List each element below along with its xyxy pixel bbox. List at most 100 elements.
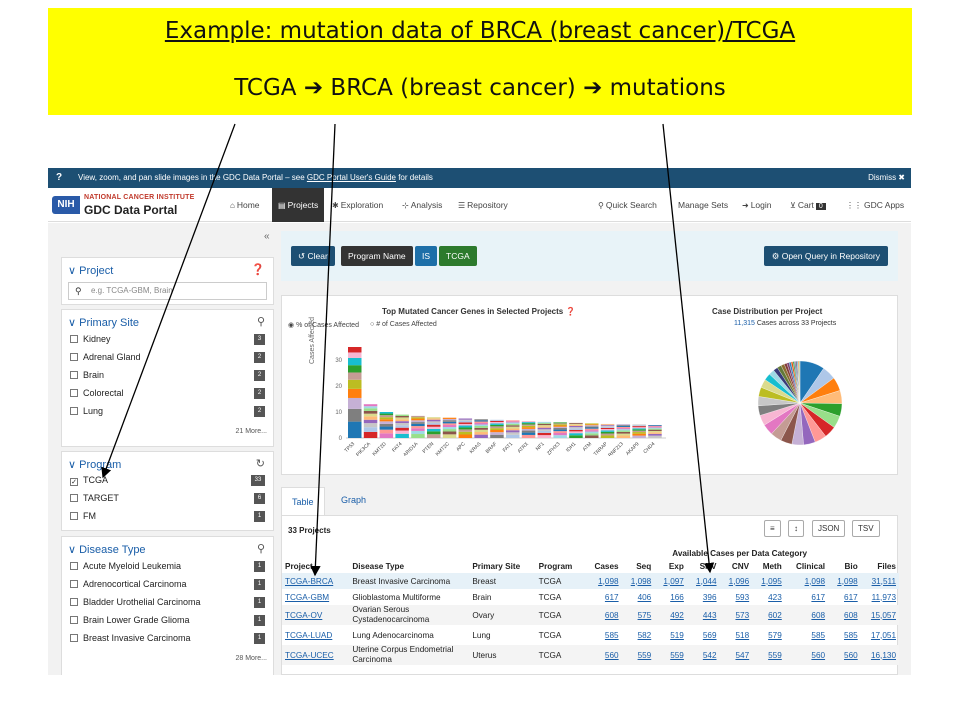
count-link[interactable]: 602 [768,610,782,620]
bar-segment[interactable] [379,433,394,438]
bar-segment[interactable] [395,417,409,420]
checkbox[interactable] [70,580,78,588]
bar-segment[interactable] [427,417,441,419]
bar-segment[interactable] [474,420,488,422]
bar-segment[interactable] [411,430,425,435]
col-header[interactable]: Meth [762,561,782,571]
count-link[interactable]: 575 [637,610,652,620]
bar-segment[interactable] [585,435,599,438]
facet-item-adrenocortical[interactable]: Adrenocortical Carcinoma [70,579,187,589]
bar-segment[interactable] [474,419,488,421]
bar-segment[interactable] [506,422,520,424]
tab-graph[interactable]: Graph [341,495,367,505]
count-link[interactable]: 16,130 [870,650,896,660]
bar-segment[interactable] [474,432,488,435]
facet-item-brain-lgg[interactable]: Brain Lower Grade Glioma [70,615,190,625]
bar-segment[interactable] [348,372,362,380]
bar-segment[interactable] [363,423,378,428]
bar-segment[interactable] [348,365,362,373]
bar-segment[interactable] [363,416,378,420]
bar-segment[interactable] [506,432,520,435]
bar-segment[interactable] [427,428,441,432]
bar-segment[interactable] [458,419,473,421]
bar-segment[interactable] [458,423,473,426]
checkbox[interactable] [70,335,78,343]
bar-segment[interactable] [521,428,536,431]
bar-segment[interactable] [506,428,520,431]
bar-segment[interactable] [348,347,362,353]
count-link[interactable]: 17,051 [870,630,896,640]
nav-repository[interactable]: ☰ Repository [458,200,508,210]
query-field-chip[interactable]: Program Name [341,246,413,266]
bar-segment[interactable] [363,431,378,438]
count-link[interactable]: 582 [637,630,652,640]
bar-segment[interactable] [521,434,536,438]
bar-segment[interactable] [632,427,646,429]
tab-table[interactable]: Table [281,487,325,515]
bar-segment[interactable] [553,433,567,436]
col-header[interactable]: Cases [594,561,619,571]
bar-segment[interactable] [395,425,409,428]
count-link[interactable]: 608 [844,610,858,620]
col-header[interactable]: Seq [636,561,652,571]
count-link[interactable]: 31,511 [871,576,896,586]
bar-segment[interactable] [379,419,394,422]
bar-segment[interactable] [600,427,615,430]
bar-segment[interactable] [585,431,599,434]
bar-segment[interactable] [490,434,504,438]
project-link[interactable]: TCGA-LUAD [285,630,333,640]
bar-segment[interactable] [363,419,378,424]
bar-segment[interactable] [585,428,599,431]
bar-segment[interactable] [442,427,457,430]
count-link[interactable]: 396 [702,592,717,602]
reset-icon[interactable]: ↻ [255,458,265,470]
bar-segment[interactable] [648,435,662,438]
checkbox[interactable] [70,512,78,520]
col-header[interactable]: Primary Site [472,561,521,571]
bar-segment[interactable] [395,427,409,431]
query-operator-chip[interactable]: IS [415,246,438,266]
bar-segment[interactable] [395,421,409,424]
bar-segment[interactable] [395,430,409,434]
bar-segment[interactable] [442,434,457,438]
bar-segment[interactable] [553,428,567,430]
bar-segment[interactable] [442,425,457,428]
nav-analysis[interactable]: ⊹ Analysis [402,200,442,210]
bar-segment[interactable] [458,427,473,430]
bar-segment[interactable] [537,421,552,423]
bar-segment[interactable] [379,417,394,420]
nav-gdc-apps[interactable]: ⋮⋮ GDC Apps [846,200,904,210]
bar-segment[interactable] [616,431,631,434]
bar-segment[interactable] [616,426,631,429]
count-link[interactable]: 1,044 [696,576,717,586]
bar-segment[interactable] [490,423,504,425]
facet-project-title[interactable]: ∨ Project [68,265,114,277]
bar-segment[interactable] [553,426,567,429]
count-link[interactable]: 11,973 [871,592,896,602]
bar-segment[interactable] [569,428,583,430]
bar-segment[interactable] [521,430,536,433]
bar-segment[interactable] [569,431,583,434]
bar-segment[interactable] [427,421,441,424]
bar-segment[interactable] [427,423,441,425]
bar-segment[interactable] [648,429,662,431]
bar-segment[interactable] [521,423,536,425]
bar-segment[interactable] [632,424,646,426]
bar-segment[interactable] [411,426,425,429]
bar-segment[interactable] [600,433,615,436]
bar-segment[interactable] [427,434,441,438]
count-link[interactable]: 617 [811,592,826,602]
count-link[interactable]: 547 [735,650,750,660]
checkbox[interactable] [70,634,78,642]
open-query-button[interactable]: ⚙ Open Query in Repository [763,246,888,266]
bar-segment[interactable] [363,406,378,409]
nih-logo[interactable]: NIH [52,196,80,214]
gdc-portal-logo[interactable]: GDC Data Portal [84,203,178,217]
bar-segment[interactable] [521,422,536,424]
bar-segment[interactable] [553,429,567,432]
facet-item-adrenal-gland[interactable]: Adrenal Gland [70,352,141,362]
nav-login[interactable]: ➜ Login [742,200,772,210]
count-link[interactable]: 569 [702,630,717,640]
nav-manage-sets[interactable]: Manage Sets [678,200,728,210]
bar-segment[interactable] [569,433,583,436]
